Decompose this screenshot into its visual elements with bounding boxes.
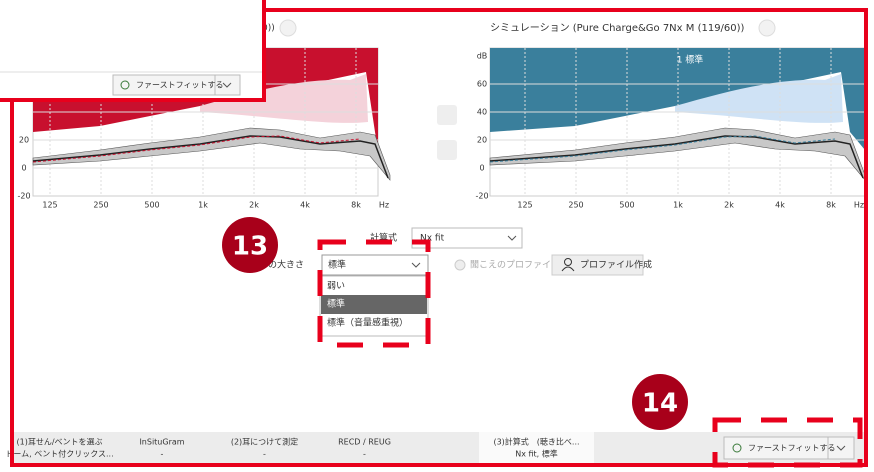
tab-subtitle: - <box>161 450 164 459</box>
y-tick-label: dB <box>477 52 488 61</box>
copy-icon[interactable] <box>437 140 457 160</box>
popup-fit-dropdown[interactable] <box>214 74 241 96</box>
x-tick-label: 500 <box>144 201 159 210</box>
x-tick-label: 8k <box>826 201 836 210</box>
back-icon[interactable] <box>279 19 297 37</box>
x-tick-label: Hz <box>854 201 864 210</box>
x-tick-label: 4k <box>300 201 310 210</box>
tab-subtitle: - <box>363 450 366 459</box>
copy-icon[interactable] <box>437 105 457 125</box>
simulation-area <box>675 74 843 123</box>
y-tick-label: 60 <box>477 80 487 89</box>
audiogram: dB 60 40 20 0 -20 125 250 500 1k 2k 4k 8k Hz <box>475 47 866 210</box>
person-icon <box>564 258 572 266</box>
loudness-value: 標準 <box>328 259 346 271</box>
chevron <box>507 235 517 241</box>
y-tick-label: 0 <box>479 164 484 173</box>
y-tick-label: -20 <box>17 192 30 201</box>
popup-fit-label: ファーストフィットする <box>136 81 223 90</box>
chevron <box>222 82 232 88</box>
fit-dropdown[interactable] <box>827 436 855 460</box>
dashed-highlight <box>317 239 431 348</box>
profile-label: 聞こえのプロファイル <box>470 260 560 271</box>
y-tick-label: 20 <box>19 136 29 145</box>
option[interactable]: 弱い <box>327 281 345 292</box>
tab-subtitle: ドーム, ベント付クリックス... <box>5 449 113 459</box>
highlight-frame <box>10 8 868 467</box>
annotation-number: 13 <box>232 232 268 262</box>
popup-border <box>0 0 266 102</box>
x-tick-label: 125 <box>517 201 532 210</box>
x-tick-label: 4k <box>775 201 785 210</box>
annotation-badge <box>222 217 278 273</box>
charts: 20 0 -20 125 250 500 1k 2k 4k 8k Hz dB 60 40 20 0 -20 125… <box>17 47 866 210</box>
formula-dropdown[interactable] <box>411 227 523 249</box>
response-curve <box>32 135 389 179</box>
tab-subtitle: - <box>263 450 266 459</box>
target-area <box>490 48 865 150</box>
back-icon[interactable] <box>758 19 776 37</box>
simulation-area <box>200 74 368 123</box>
x-tick-label: 2k <box>249 201 259 210</box>
tab-title[interactable]: InSituGram <box>139 438 184 447</box>
loudness-label: の大きさ <box>268 259 304 271</box>
profile-button-label: プロファイル作成 <box>580 259 652 271</box>
tab-bar <box>12 432 864 463</box>
formula-value: Nx fit <box>420 234 445 244</box>
loudness-dropdown[interactable] <box>321 254 429 276</box>
x-tick-label: 500 <box>619 201 634 210</box>
y-tick-label: -20 <box>475 192 488 201</box>
profile-button[interactable] <box>551 254 644 276</box>
option[interactable]: 標準（音量感重視） <box>327 317 408 329</box>
y-tick-label: 0 <box>21 164 26 173</box>
tab-title[interactable]: (3)計算式 (聴き比べ... <box>493 437 579 447</box>
x-tick-label: 125 <box>42 201 57 210</box>
x-tick-label: Hz <box>379 201 389 210</box>
fit-button-label: ファーストフィットする <box>748 444 835 453</box>
target-curve <box>32 135 361 163</box>
option-highlight <box>321 295 427 314</box>
right-title: シミュレーション (Pure Charge&Go 7Nx M (119/60)) <box>490 23 745 34</box>
annotation-badge <box>632 374 688 430</box>
target-icon <box>732 443 742 453</box>
radio[interactable] <box>454 259 466 271</box>
y-tick-label: 20 <box>477 136 487 145</box>
annotation-number: 14 <box>642 389 678 419</box>
tab-subtitle: Nx fit, 標準 <box>515 449 558 459</box>
tab-title[interactable]: RECD / REUG <box>338 438 391 447</box>
person-icon <box>561 266 575 272</box>
program-label: 1 標準 <box>677 54 704 66</box>
x-tick-label: 1k <box>198 201 208 210</box>
y-tick-label: 40 <box>477 108 487 117</box>
x-tick-label: 8k <box>351 201 361 210</box>
left-title: 0)) <box>262 24 275 34</box>
tab-active <box>479 432 594 463</box>
option[interactable]: 標準 <box>327 298 345 310</box>
x-tick-label: 250 <box>93 201 108 210</box>
x-tick-label: 2k <box>724 201 734 210</box>
tab-title[interactable]: (2)耳につけて測定 <box>231 437 298 447</box>
target-icon <box>120 80 130 90</box>
x-tick-label: 1k <box>673 201 683 210</box>
chevron <box>411 262 421 268</box>
x-tick-label: 250 <box>568 201 583 210</box>
tab-title[interactable]: (1)耳せん/ベントを選ぶ <box>16 437 102 447</box>
chevron <box>836 445 846 451</box>
target-curve <box>489 135 836 163</box>
